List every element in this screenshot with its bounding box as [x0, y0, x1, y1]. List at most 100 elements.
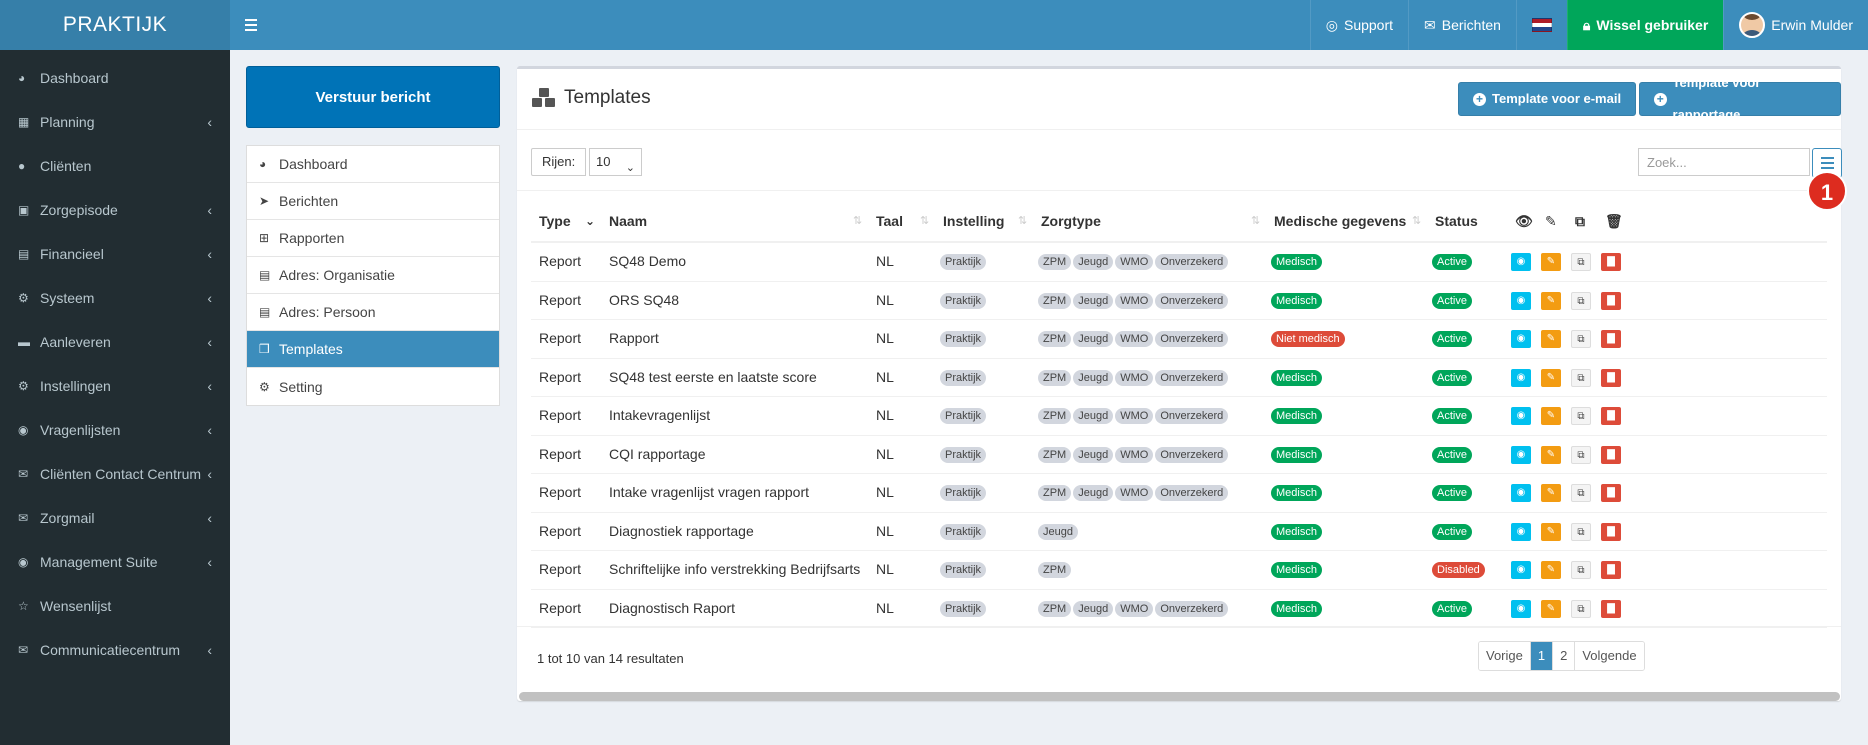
send-message-button[interactable]: Verstuur bericht [246, 66, 500, 128]
sidebar-toggle-icon[interactable] [240, 15, 262, 35]
col-medisch[interactable]: Medische gegevens [1274, 213, 1407, 229]
sort-icon[interactable]: ⇅ [1412, 215, 1422, 227]
col-zorgtype[interactable]: Zorgtype [1041, 213, 1101, 229]
template-email-button[interactable]: + Template voor e-mail [1458, 82, 1637, 116]
delete-button[interactable]: ▇ [1601, 253, 1621, 271]
view-button[interactable]: ◉ [1511, 599, 1531, 618]
delete-button[interactable]: ▇ [1601, 484, 1621, 502]
view-button[interactable]: ◉ [1511, 561, 1531, 579]
sort-icon[interactable]: ⇅ [1018, 215, 1028, 227]
subnav-item-berichten[interactable]: ➤ Berichten [247, 183, 499, 220]
copy-button[interactable]: ⧉ [1571, 561, 1591, 579]
sidebar-item-zorgepisode[interactable]: ▣ Zorgepisode ‹ [0, 188, 230, 232]
delete-button[interactable]: ▇ [1601, 561, 1621, 579]
sidebar-item-communicatiecentrum[interactable]: ✉ Communicatiecentrum ‹ [0, 628, 230, 672]
subnav-item-adres-persoon[interactable]: ▤ Adres: Persoon [247, 294, 499, 331]
delete-button[interactable]: ▇ [1601, 599, 1621, 618]
col-naam[interactable]: Naam [609, 213, 648, 229]
subnav-item-setting[interactable]: ⚙ Setting [247, 368, 499, 405]
sort-icon[interactable]: ⇅ [853, 215, 863, 227]
copy-button[interactable]: ⧉ [1571, 368, 1591, 387]
view-button[interactable]: ◉ [1511, 368, 1531, 387]
delete-button[interactable]: ▇ [1601, 291, 1621, 310]
view-button[interactable]: ◉ [1511, 291, 1531, 310]
table-row[interactable]: Report Rapport NL Praktijk ZPM Jeugd WMO Onverz… [531, 320, 1827, 359]
pager-page[interactable]: 2 [1553, 642, 1576, 670]
copy-button[interactable]: ⧉ [1571, 599, 1591, 618]
sort-icon[interactable]: ⇅ [1251, 215, 1261, 227]
copy-button[interactable]: ⧉ [1571, 522, 1591, 541]
table-row[interactable]: Report CQI rapportage NL Praktijk ZPM Jeugd WM… [531, 436, 1827, 474]
delete-button[interactable]: ▇ [1601, 522, 1621, 541]
rows-per-page-select[interactable]: 10 ⌄ [589, 148, 642, 176]
table-row[interactable]: Report Intake vragenlijst vragen rapport N… [531, 474, 1827, 513]
edit-button[interactable]: ✎ [1541, 407, 1561, 425]
subnav-item-adres-organisatie[interactable]: ▤ Adres: Organisatie [247, 257, 499, 294]
copy-button[interactable]: ⧉ [1571, 253, 1591, 271]
delete-button[interactable]: ▇ [1601, 368, 1621, 387]
edit-button[interactable]: ✎ [1541, 522, 1561, 541]
view-button[interactable]: ◉ [1511, 407, 1531, 425]
copy-button[interactable]: ⧉ [1571, 291, 1591, 310]
delete-button[interactable]: ▇ [1601, 445, 1621, 464]
copy-button[interactable]: ⧉ [1571, 484, 1591, 502]
edit-button[interactable]: ✎ [1541, 291, 1561, 310]
table-row[interactable]: Report SQ48 Demo NL Praktijk ZPM Jeugd WMO Onve… [531, 243, 1827, 282]
col-instelling[interactable]: Instelling [943, 213, 1005, 229]
chevron-down-icon[interactable]: ⌄ [585, 214, 596, 228]
sort-icon[interactable]: ⇅ [920, 215, 930, 227]
copy-button[interactable]: ⧉ [1571, 407, 1591, 425]
edit-button[interactable]: ✎ [1541, 445, 1561, 464]
sidebar-item-management-suite[interactable]: ◉ Management Suite ‹ [0, 540, 230, 584]
edit-button[interactable]: ✎ [1541, 561, 1561, 579]
pager-page[interactable]: 1 [1530, 642, 1554, 670]
sidebar-item-instellingen[interactable]: ⚙ Instellingen ‹ [0, 364, 230, 408]
sidebar-item-financieel[interactable]: ▤ Financieel ‹ [0, 232, 230, 276]
subnav-item-dashboard[interactable]: ◕ Dashboard [247, 146, 499, 183]
view-button[interactable]: ◉ [1511, 253, 1531, 271]
template-report-button[interactable]: + Template voor rapportage [1639, 75, 1841, 122]
subnav-item-templates[interactable]: ❒ Templates [247, 331, 499, 368]
subnav-item-rapporten[interactable]: ⊞ Rapporten [247, 220, 499, 257]
edit-button[interactable]: ✎ [1541, 368, 1561, 387]
user-menu[interactable]: Erwin Mulder [1723, 0, 1868, 50]
sidebar-item-dashboard[interactable]: ◕ Dashboard [0, 56, 230, 100]
copy-button[interactable]: ⧉ [1571, 445, 1591, 464]
copy-button[interactable]: ⧉ [1571, 330, 1591, 348]
pager-next[interactable]: Volgende [1575, 642, 1644, 670]
sidebar-item-wensenlijst[interactable]: ☆ Wensenlijst [0, 584, 230, 628]
sidebar-item-cliënten[interactable]: ● Cliënten [0, 144, 230, 188]
delete-button[interactable]: ▇ [1601, 330, 1621, 348]
table-row[interactable]: Report Diagnostisch Raport NL Praktijk ZPM Je… [531, 590, 1827, 628]
delete-button[interactable]: ▇ [1601, 407, 1621, 425]
sidebar-item-vragenlijsten[interactable]: ◉ Vragenlijsten ‹ [0, 408, 230, 452]
brand-logo[interactable]: PRAKTIJK [0, 0, 230, 50]
edit-button[interactable]: ✎ [1541, 484, 1561, 502]
table-row[interactable]: Report ORS SQ48 NL Praktijk ZPM Jeugd WMO Onver… [531, 282, 1827, 320]
sidebar-item-cliënten-contact-centrum[interactable]: ✉ Cliënten Contact Centrum ‹ [0, 452, 230, 496]
sidebar-item-systeem[interactable]: ⚙ Systeem ‹ [0, 276, 230, 320]
col-type[interactable]: Type [539, 213, 571, 229]
view-button[interactable]: ◉ [1511, 445, 1531, 464]
table-row[interactable]: Report Intakevragenlijst NL Praktijk ZPM Jeug… [531, 397, 1827, 436]
edit-button[interactable]: ✎ [1541, 253, 1561, 271]
sidebar-item-aanleveren[interactable]: ▬ Aanleveren ‹ [0, 320, 230, 364]
table-row[interactable]: Report SQ48 test eerste en laatste score N… [531, 359, 1827, 397]
sidebar-item-zorgmail[interactable]: ✉ Zorgmail ‹ [0, 496, 230, 540]
sidebar-item-planning[interactable]: ▦ Planning ‹ [0, 100, 230, 144]
view-button[interactable]: ◉ [1511, 522, 1531, 541]
switch-user-button[interactable]: 🔒︎ Wissel gebruiker [1566, 0, 1724, 50]
search-input[interactable] [1638, 148, 1810, 176]
support-link[interactable]: ◎ Support [1309, 0, 1408, 50]
table-row[interactable]: Report Diagnostiek rapportage NL Praktijk Je… [531, 513, 1827, 551]
language-switcher[interactable] [1515, 0, 1567, 50]
edit-button[interactable]: ✎ [1541, 330, 1561, 348]
horizontal-scrollbar[interactable] [519, 692, 1840, 701]
edit-button[interactable]: ✎ [1541, 599, 1561, 618]
col-taal[interactable]: Taal [876, 213, 903, 229]
view-button[interactable]: ◉ [1511, 484, 1531, 502]
view-button[interactable]: ◉ [1511, 330, 1531, 348]
messages-link[interactable]: ✉ Berichten [1408, 0, 1516, 50]
col-status[interactable]: Status [1435, 213, 1478, 229]
table-row[interactable]: Report Schriftelijke info verstrekking Be… [531, 551, 1827, 590]
